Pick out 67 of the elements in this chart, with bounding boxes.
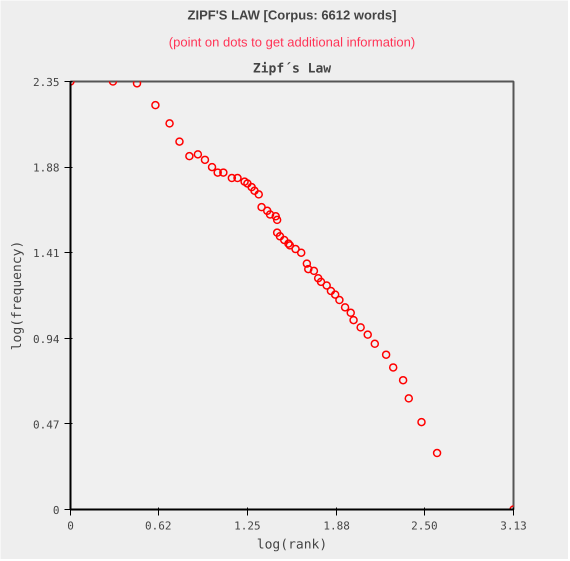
x-tick-label: 1.25 <box>234 520 261 532</box>
point <box>151 100 160 110</box>
y-tick-label: 1.88 <box>33 162 60 175</box>
point <box>417 418 426 426</box>
point <box>257 202 266 212</box>
point <box>326 286 336 296</box>
point <box>284 239 293 248</box>
y-tick-label: 2.35 <box>33 76 60 89</box>
point <box>346 308 355 318</box>
point <box>286 241 294 250</box>
point <box>175 137 184 146</box>
point <box>247 182 256 192</box>
point <box>302 259 312 268</box>
chart-title: ZIPF'S LAW [Corpus: 6612 words] <box>188 8 396 22</box>
x-tick-label: 2.50 <box>411 520 438 532</box>
point <box>382 350 390 359</box>
point <box>250 186 259 196</box>
point <box>291 244 300 254</box>
point <box>370 340 380 348</box>
point <box>254 190 263 199</box>
x-tick-label: 0 <box>67 520 74 532</box>
chart-subtitle: (point on dots to get additional information) <box>168 34 416 50</box>
point <box>314 274 322 282</box>
point <box>243 179 252 188</box>
point <box>132 82 142 88</box>
point <box>304 264 313 274</box>
x-tick-label: 0.62 <box>145 520 172 532</box>
y-tick-label: 0.47 <box>33 418 60 432</box>
point <box>356 323 365 332</box>
point <box>240 177 249 186</box>
point <box>213 168 222 177</box>
x-axis-title: log(rank) <box>256 538 328 552</box>
point <box>266 210 274 219</box>
point <box>280 236 288 244</box>
point <box>272 228 282 237</box>
y-axis-title: log(frequency) <box>10 240 26 350</box>
point <box>335 296 344 304</box>
point <box>185 152 194 160</box>
point <box>200 156 210 164</box>
x-tick-label: 3.13 <box>500 520 527 532</box>
point <box>219 168 228 177</box>
point <box>388 363 398 372</box>
x-tick-label: 1.88 <box>323 520 350 532</box>
point <box>228 174 236 182</box>
point <box>262 206 272 216</box>
point <box>398 376 408 384</box>
point <box>194 150 202 159</box>
point <box>165 119 174 128</box>
point <box>330 290 340 299</box>
point <box>322 281 331 290</box>
point <box>271 212 280 221</box>
point <box>310 266 318 276</box>
point <box>404 394 414 403</box>
point <box>316 278 326 286</box>
y-tick-label: 0 <box>52 504 60 517</box>
point <box>432 448 442 458</box>
y-tick-label: 1.41 <box>33 247 60 260</box>
text: Zipf´s Law <box>252 62 332 76</box>
point <box>340 303 350 312</box>
point <box>272 216 282 224</box>
point <box>349 316 358 324</box>
point <box>276 232 284 241</box>
point <box>233 174 242 182</box>
y-tick-label: 0.94 <box>33 332 60 346</box>
point <box>296 248 306 257</box>
point <box>208 162 216 172</box>
point <box>363 330 372 339</box>
